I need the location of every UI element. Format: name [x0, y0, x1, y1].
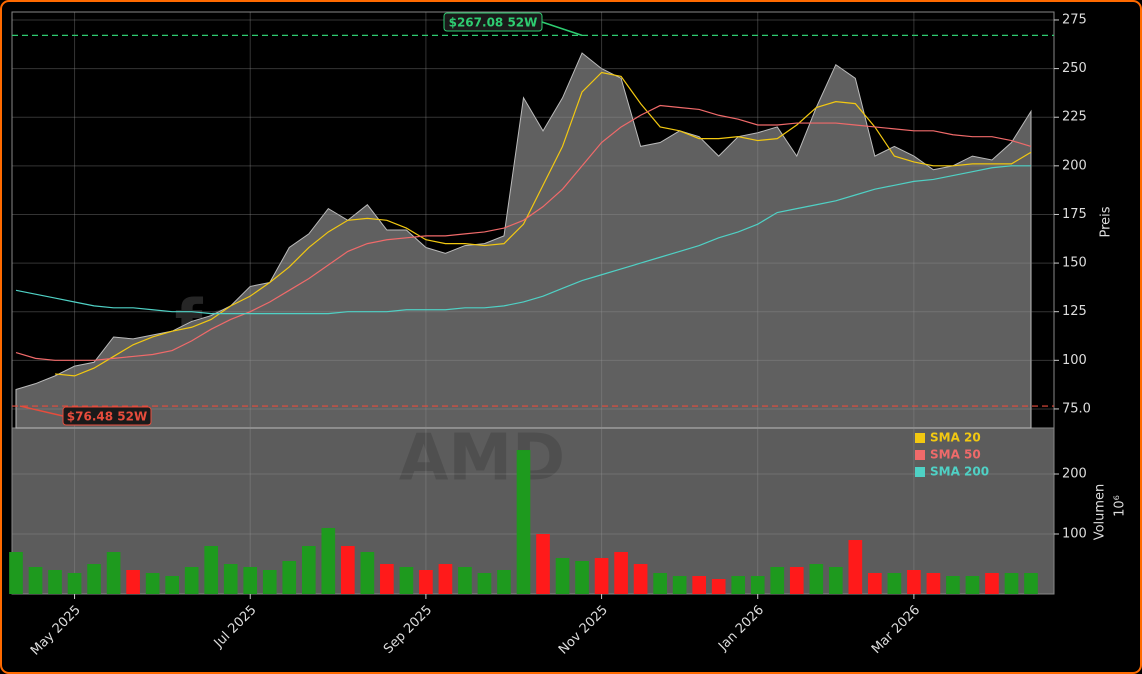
volume-bar: [965, 576, 980, 594]
volume-bar: [145, 573, 160, 594]
volume-bar: [477, 573, 492, 594]
volume-bar: [614, 552, 628, 594]
volume-bar: [380, 564, 394, 594]
y-tick-label: 250: [1062, 61, 1087, 76]
y-tick-label: 150: [1062, 256, 1087, 271]
volume-bar: [48, 570, 62, 594]
volume-bar: [243, 567, 258, 594]
y-tick-label: 275: [1062, 12, 1087, 27]
price-area: [15, 52, 1032, 429]
volume-bar: [67, 573, 82, 594]
legend-label: SMA 50: [930, 448, 981, 462]
volume-bar: [438, 564, 453, 594]
volume-bar: [536, 534, 550, 594]
volume-bar: [340, 546, 355, 594]
volume-bar: [985, 573, 999, 594]
volume-bar: [458, 567, 472, 594]
volume-bar: [789, 567, 804, 594]
volume-bar: [594, 558, 609, 594]
volume-bar: [672, 576, 687, 594]
watermark: AMD: [399, 422, 565, 496]
volume-bar: [516, 450, 531, 594]
volume-bar: [555, 558, 570, 594]
sma-line: [15, 165, 1031, 315]
volume-bar: [497, 570, 511, 594]
volume-bar: [165, 576, 179, 594]
volume-bar: [848, 540, 863, 594]
y-axis-unit: 10⁶: [1113, 495, 1128, 517]
y-tick-label: 75.0: [1062, 401, 1091, 416]
volume-bar: [301, 546, 316, 594]
y-tick-label: 225: [1062, 110, 1087, 125]
volume-bar: [399, 567, 414, 594]
volume-bar: [711, 579, 726, 594]
annotation-label: $76.48 52W: [67, 410, 147, 424]
annotation-arrow: [19, 405, 64, 417]
volume-bar: [360, 552, 375, 594]
legend-swatch: [915, 433, 925, 443]
volume-bar: [87, 564, 101, 594]
annotation-label: $267.08 52W: [449, 16, 538, 30]
volume-bar: [868, 573, 882, 594]
volume-bar: [9, 552, 23, 594]
volume-bar: [633, 564, 648, 594]
y-tick-label: 200: [1062, 158, 1087, 173]
legend-swatch: [915, 467, 925, 477]
volume-bar: [653, 573, 667, 594]
volume-bar: [28, 567, 43, 594]
y-axis-label: Preis: [1099, 206, 1114, 237]
annotation-box: [443, 12, 543, 32]
annotation-arrow: [541, 21, 583, 37]
volume-bar: [887, 573, 902, 594]
volume-bar: [828, 567, 843, 594]
legend-label: SMA 20: [930, 431, 981, 445]
volume-bar: [184, 567, 199, 594]
volume-bar: [946, 576, 960, 594]
volume-bar: [926, 573, 941, 594]
volume-bar: [126, 570, 140, 594]
volume-bar: [262, 570, 277, 594]
volume-bar: [731, 576, 746, 594]
volume-bar: [419, 570, 433, 594]
sma-line: [54, 71, 1032, 377]
volume-bar: [1004, 573, 1019, 594]
volume-bar: [106, 552, 121, 594]
y-axis-label: Volumen: [1093, 484, 1108, 541]
legend-label: SMA 200: [930, 465, 989, 479]
annotation-box: [62, 406, 152, 426]
volume-bar: [1024, 573, 1038, 594]
volume-bar: [692, 576, 707, 594]
volume-bar: [204, 546, 219, 594]
y-tick-label: 200: [1062, 467, 1087, 482]
y-tick-label: 175: [1062, 207, 1087, 222]
volume-bar: [809, 564, 824, 594]
volume-bar: [907, 570, 921, 594]
volume-bar: [750, 576, 765, 594]
y-tick-label: 100: [1062, 527, 1087, 542]
legend-swatch: [915, 450, 925, 460]
volume-bar: [770, 567, 785, 594]
sma-line: [15, 104, 1032, 361]
volume-bar: [282, 561, 297, 594]
volume-bar: [321, 528, 336, 594]
volume-bar: [223, 564, 238, 594]
y-tick-label: 125: [1062, 304, 1087, 319]
volume-bar: [575, 561, 589, 594]
y-tick-label: 100: [1062, 353, 1087, 368]
